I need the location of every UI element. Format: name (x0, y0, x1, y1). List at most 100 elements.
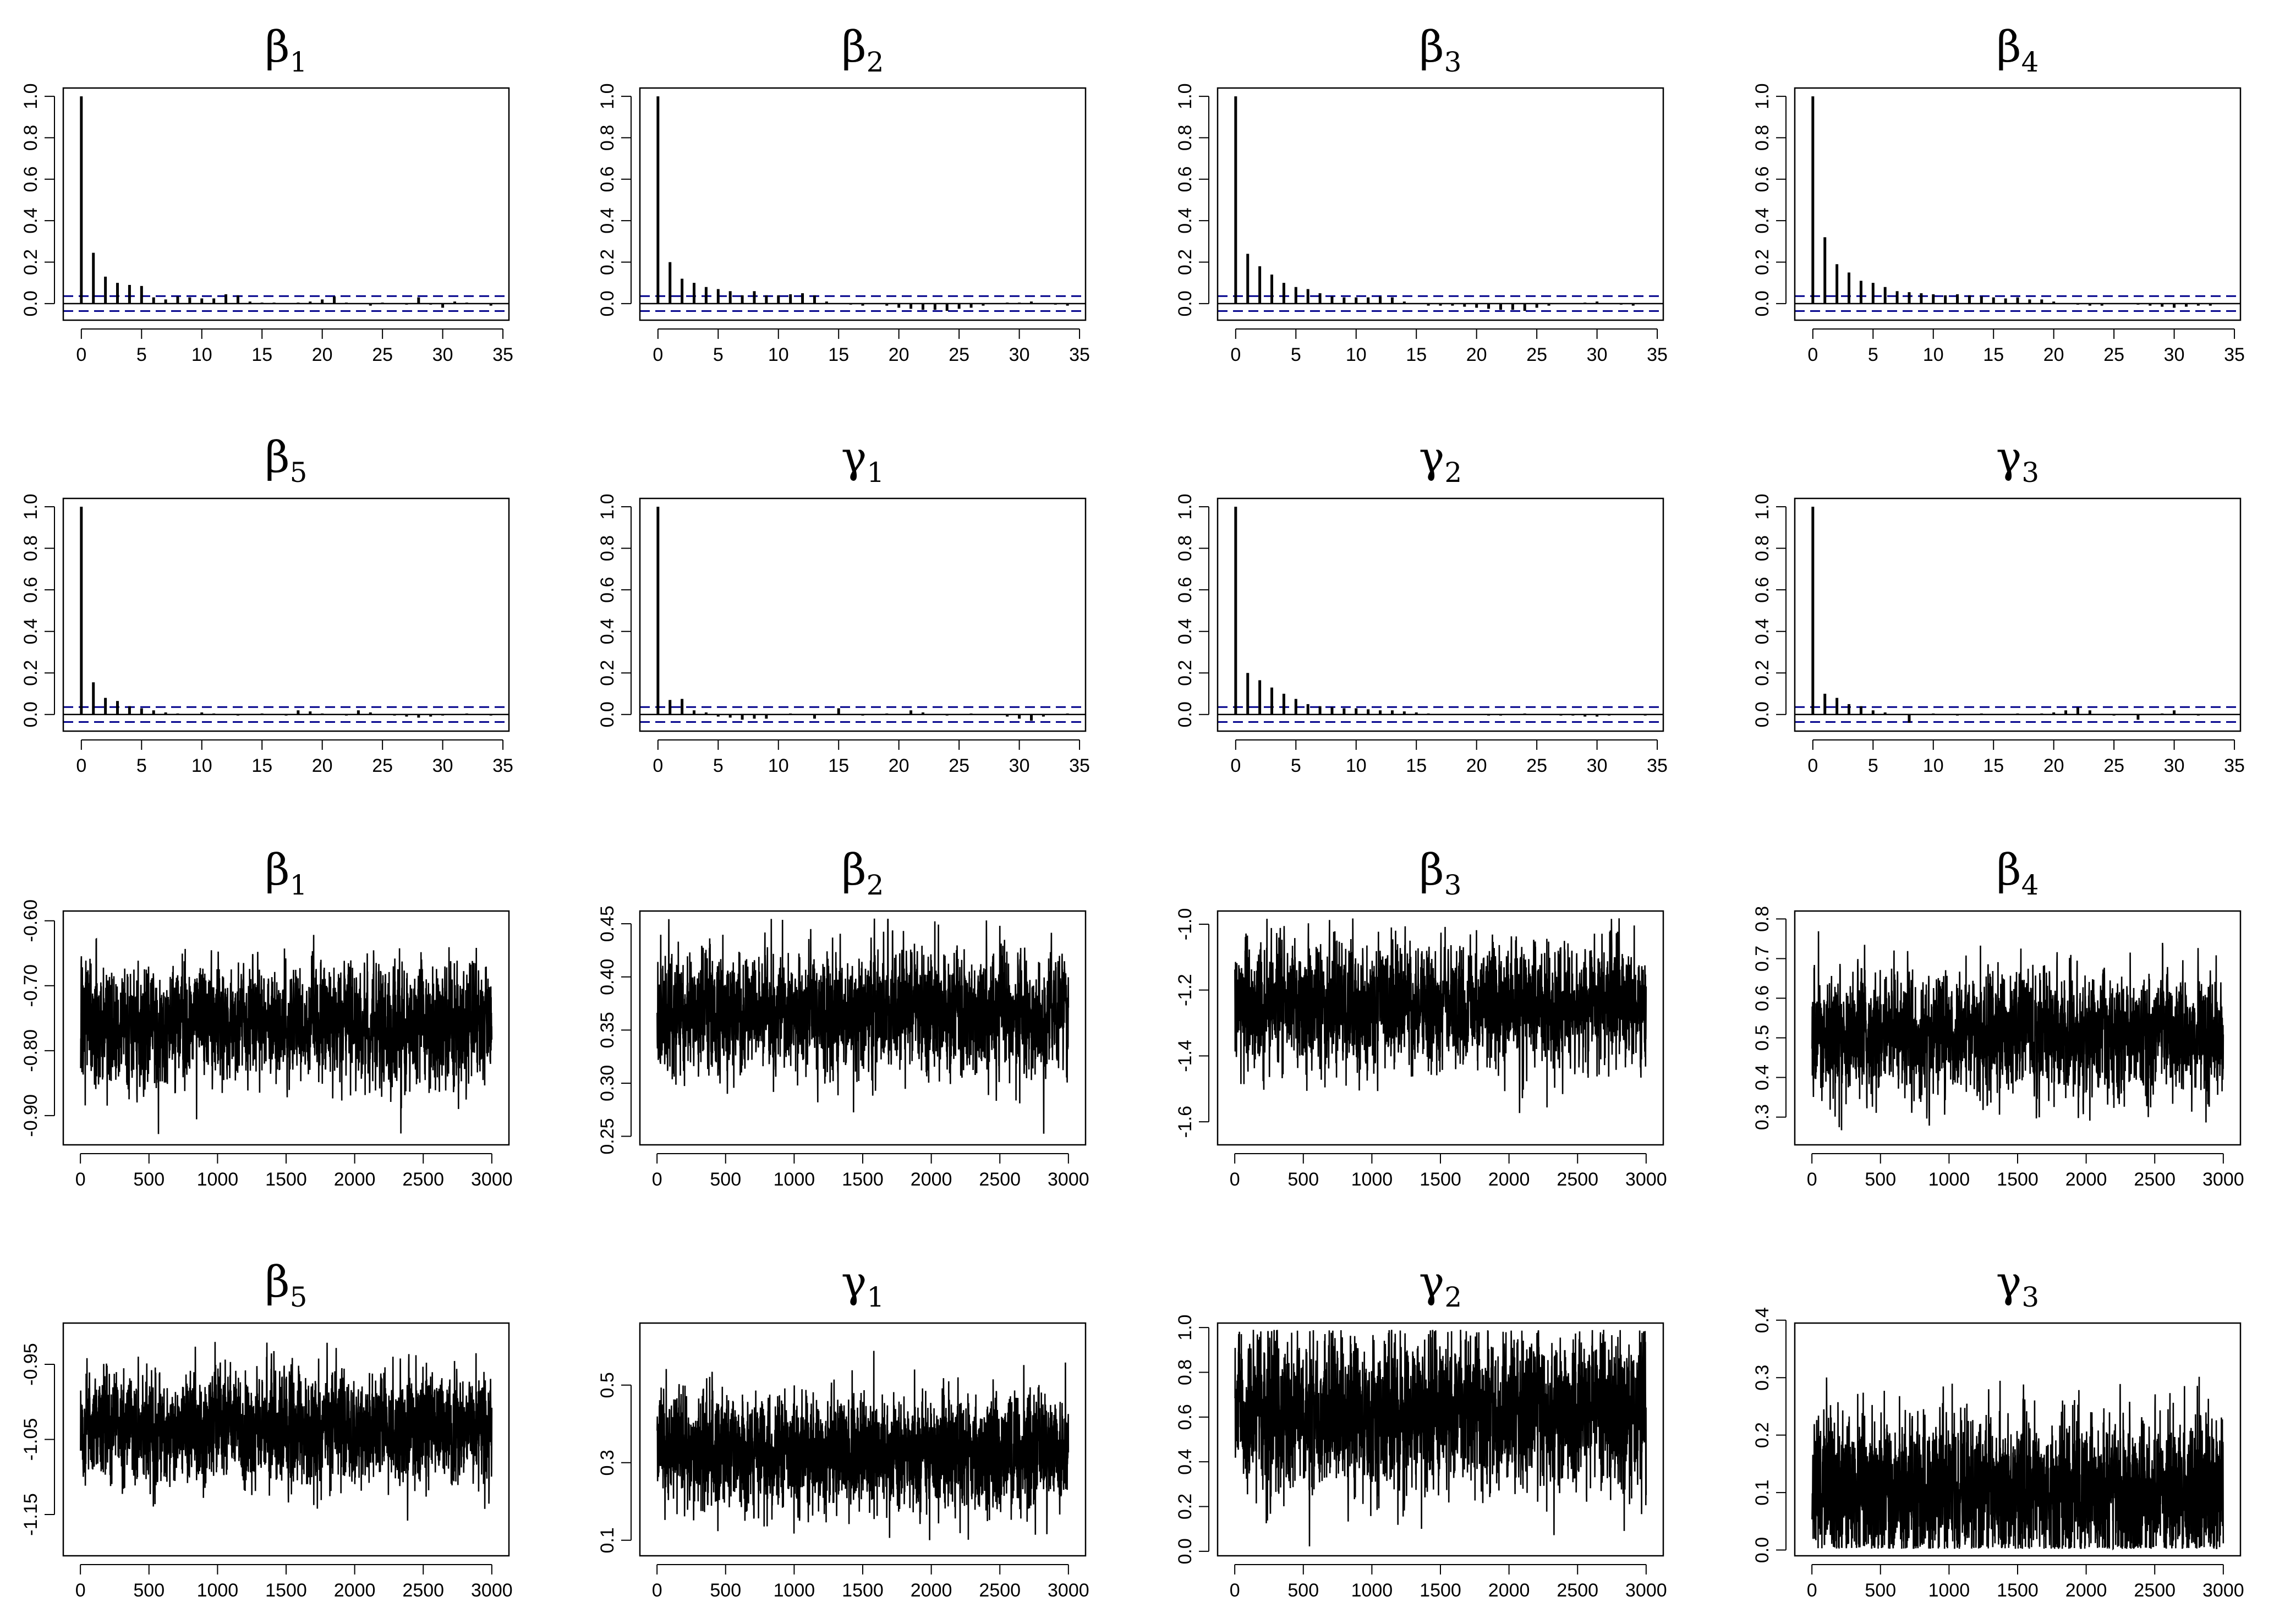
panel-title-subscript: 2 (867, 46, 884, 78)
plot-frame (1217, 497, 1664, 732)
panel-title-subscript: 4 (2021, 869, 2039, 901)
y-tick-label: 1.0 (20, 493, 41, 519)
x-tick-label: 0 (1807, 1580, 1817, 1601)
y-tick-label: 0.3 (597, 1450, 618, 1475)
y-tick-label: 0.4 (1752, 618, 1773, 644)
x-tick-label: 5 (1868, 755, 1878, 776)
x-tick-label: 35 (1069, 344, 1090, 365)
y-tick-label: 0.2 (1752, 1422, 1773, 1448)
panel-title: γ1 (841, 1258, 884, 1313)
y-tick-label: 1.0 (1752, 493, 1773, 519)
y-tick-label: 0.4 (20, 618, 41, 644)
panel-trace-9: β1 0 500 1000 1500 2000 2500 3000 -0.60 -0.70 -0.8… (20, 846, 513, 1190)
y-tick-label: 0.8 (1752, 906, 1773, 932)
panel-acf-7: γ2 0 5 10 15 20 25 30 35 0.0 0.2 0.4 0.6 0.8 1.0 (1175, 433, 1668, 776)
panel-trace-15: γ2 0 500 1000 1500 2000 2500 3000 0.0 0.2 0.4 0.6 0.… (1175, 1258, 1667, 1601)
plot-frame (62, 87, 510, 321)
x-tick-label: 30 (1587, 344, 1608, 365)
panel-title-subscript: 5 (290, 457, 308, 489)
panel-title: γ2 (1419, 433, 1462, 489)
x-tick-label: 1500 (842, 1169, 884, 1190)
y-tick-label: 0.6 (1175, 577, 1196, 603)
panel-title: γ3 (1996, 433, 2039, 489)
panel-acf-4: β4 0 5 10 15 20 25 30 35 0.0 0.2 0.4 0.6 0.8 1.0 (1752, 23, 2245, 365)
y-tick-label: -1.05 (20, 1418, 41, 1461)
panel-title: γ1 (841, 433, 884, 489)
y-tick-label: 0.1 (1752, 1479, 1773, 1505)
x-tick-label: 0 (75, 1580, 86, 1601)
y-tick-label: 0.0 (597, 701, 618, 727)
y-tick-label: 0.0 (1175, 701, 1196, 727)
panel-acf-2: β2 0 5 10 15 20 25 30 35 0.0 0.2 0.4 0.6 0.8 1.0 (597, 23, 1090, 365)
y-tick-label: 1.0 (20, 83, 41, 109)
x-tick-label: 2000 (334, 1169, 376, 1190)
x-tick-label: 1500 (1997, 1580, 2039, 1601)
y-tick-label: 0.0 (20, 290, 41, 316)
trace-series-line (80, 935, 493, 1134)
y-tick-label: 0.8 (1752, 125, 1773, 151)
y-tick-label: 0.4 (20, 208, 41, 234)
x-tick-label: 30 (432, 344, 453, 365)
x-tick-label: 20 (889, 755, 909, 776)
x-tick-label: 2500 (2134, 1169, 2176, 1190)
x-tick-label: 25 (372, 755, 393, 776)
plot-frame (639, 497, 1087, 732)
y-tick-label: 0.2 (1175, 1494, 1196, 1519)
x-tick-label: 25 (1526, 755, 1547, 776)
plot-frame (1794, 910, 2242, 1146)
panel-trace-11: β3 0 500 1000 1500 2000 2500 3000 -1.0 -1.2 -1.4 -1… (1175, 846, 1667, 1190)
x-tick-label: 10 (768, 344, 789, 365)
panel-acf-3: β3 0 5 10 15 20 25 30 35 0.0 0.2 0.4 0.6 0.8 1.0 (1175, 23, 1668, 365)
x-tick-label: 3000 (2202, 1580, 2244, 1601)
x-tick-label: 10 (1346, 344, 1367, 365)
x-tick-label: 20 (2043, 344, 2064, 365)
x-tick-label: 3000 (2202, 1169, 2244, 1190)
x-tick-label: 0 (652, 1580, 662, 1601)
x-tick-label: 30 (1009, 755, 1030, 776)
y-tick-label: 0.2 (1752, 249, 1773, 275)
y-tick-label: 0.2 (1752, 660, 1773, 686)
x-tick-label: 3000 (1048, 1169, 1089, 1190)
plot-frame (1217, 1322, 1664, 1557)
panel-title-subscript: 3 (2021, 1281, 2039, 1313)
panel-title: γ3 (1996, 1258, 2039, 1313)
x-tick-label: 35 (1647, 344, 1668, 365)
y-tick-label: 0.5 (1752, 1025, 1773, 1051)
x-tick-label: 35 (2224, 344, 2245, 365)
x-tick-label: 500 (1287, 1580, 1319, 1601)
x-tick-label: 2500 (2134, 1580, 2176, 1601)
x-tick-label: 5 (1868, 344, 1878, 365)
x-tick-label: 20 (889, 344, 909, 365)
plot-frame (1217, 87, 1664, 321)
x-tick-label: 5 (136, 344, 147, 365)
y-tick-label: 0.0 (1175, 290, 1196, 316)
x-tick-label: 5 (713, 344, 724, 365)
y-tick-label: -0.80 (20, 1029, 41, 1072)
x-tick-label: 2500 (1557, 1169, 1598, 1190)
x-tick-label: 0 (653, 755, 663, 776)
y-tick-label: 0.2 (20, 249, 41, 275)
panel-title: β2 (842, 23, 884, 78)
y-tick-label: 0.0 (597, 290, 618, 316)
y-tick-label: 0.3 (1752, 1365, 1773, 1391)
x-tick-label: 30 (432, 755, 453, 776)
plot-frame (1217, 910, 1664, 1146)
x-tick-label: 2000 (911, 1169, 952, 1190)
panel-title: β2 (842, 846, 884, 901)
panel-title: β4 (1997, 23, 2039, 78)
y-tick-label: 0.8 (1175, 125, 1196, 151)
x-tick-label: 15 (828, 755, 849, 776)
x-tick-label: 3000 (1048, 1580, 1089, 1601)
y-tick-label: 0.4 (1752, 208, 1773, 234)
panel-title: β3 (1420, 846, 1462, 901)
panel-title-subscript: 2 (1444, 457, 1462, 489)
y-tick-label: 0.25 (597, 1118, 618, 1154)
x-tick-label: 10 (1923, 344, 1944, 365)
y-tick-label: -1.15 (20, 1493, 41, 1536)
x-tick-label: 0 (652, 1169, 662, 1190)
x-tick-label: 5 (1291, 344, 1301, 365)
panel-title: β1 (265, 846, 308, 901)
y-tick-label: 0.4 (1175, 618, 1196, 644)
x-tick-label: 0 (75, 1169, 86, 1190)
